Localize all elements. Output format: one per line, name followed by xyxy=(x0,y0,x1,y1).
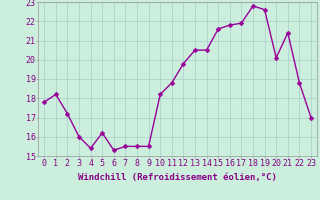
X-axis label: Windchill (Refroidissement éolien,°C): Windchill (Refroidissement éolien,°C) xyxy=(78,173,277,182)
